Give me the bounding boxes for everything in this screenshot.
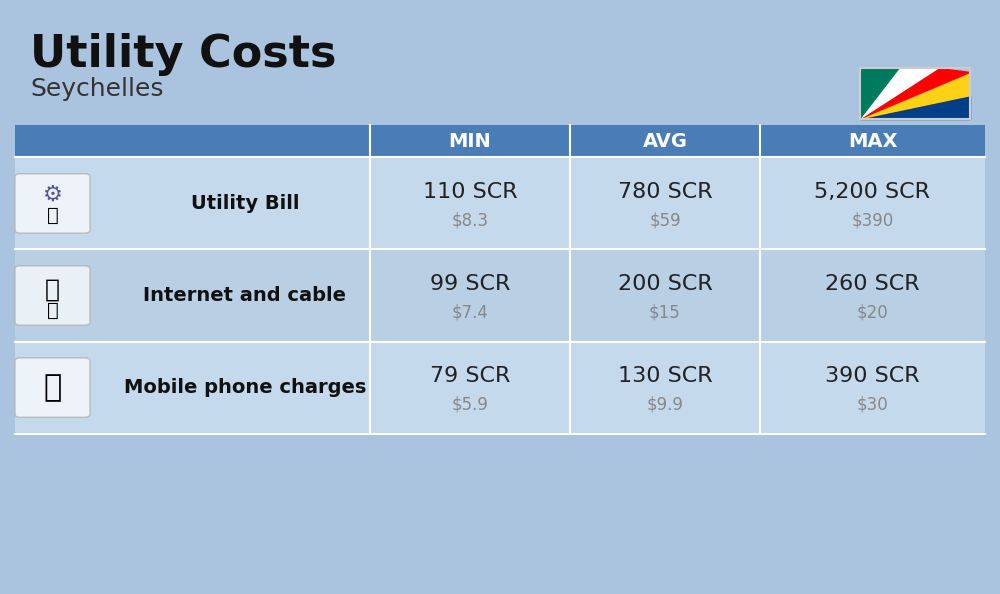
Polygon shape (860, 96, 970, 119)
Text: $8.3: $8.3 (452, 211, 488, 229)
Text: 79 SCR: 79 SCR (430, 366, 510, 386)
Text: AVG: AVG (642, 132, 688, 150)
Text: $9.9: $9.9 (647, 395, 683, 413)
Text: 99 SCR: 99 SCR (430, 274, 510, 293)
Text: Mobile phone charges: Mobile phone charges (124, 378, 366, 397)
Text: 📱: 📱 (43, 373, 62, 402)
Text: 260 SCR: 260 SCR (825, 274, 920, 293)
Text: ⚙: ⚙ (42, 185, 62, 204)
Text: 🖥: 🖥 (47, 301, 58, 320)
Polygon shape (860, 72, 970, 119)
Text: $59: $59 (649, 211, 681, 229)
FancyBboxPatch shape (15, 125, 370, 157)
Text: 5,200 SCR: 5,200 SCR (814, 182, 930, 201)
FancyBboxPatch shape (15, 157, 985, 249)
Polygon shape (860, 68, 899, 119)
Text: 780 SCR: 780 SCR (618, 182, 712, 201)
FancyBboxPatch shape (370, 125, 570, 157)
FancyBboxPatch shape (570, 125, 760, 157)
Text: $5.9: $5.9 (452, 395, 488, 413)
Text: 🔌: 🔌 (47, 206, 58, 225)
Text: Internet and cable: Internet and cable (143, 286, 347, 305)
Text: Utility Costs: Utility Costs (30, 33, 336, 75)
Text: $7.4: $7.4 (452, 303, 488, 321)
Text: 390 SCR: 390 SCR (825, 366, 920, 386)
Text: Utility Bill: Utility Bill (191, 194, 299, 213)
Polygon shape (860, 68, 938, 119)
Text: 110 SCR: 110 SCR (423, 182, 517, 201)
Polygon shape (860, 68, 970, 119)
FancyBboxPatch shape (15, 266, 90, 326)
Text: 130 SCR: 130 SCR (618, 366, 712, 386)
Text: 200 SCR: 200 SCR (618, 274, 712, 293)
Text: 📶: 📶 (45, 277, 60, 302)
Text: $390: $390 (851, 211, 894, 229)
Text: $15: $15 (649, 303, 681, 321)
Text: Seychelles: Seychelles (30, 77, 164, 101)
Text: $30: $30 (857, 395, 888, 413)
Text: MIN: MIN (449, 132, 491, 150)
FancyBboxPatch shape (15, 358, 90, 417)
FancyBboxPatch shape (760, 125, 985, 157)
Text: MAX: MAX (848, 132, 897, 150)
FancyBboxPatch shape (15, 173, 90, 233)
Text: $20: $20 (857, 303, 888, 321)
FancyBboxPatch shape (15, 249, 985, 342)
FancyBboxPatch shape (15, 342, 985, 434)
